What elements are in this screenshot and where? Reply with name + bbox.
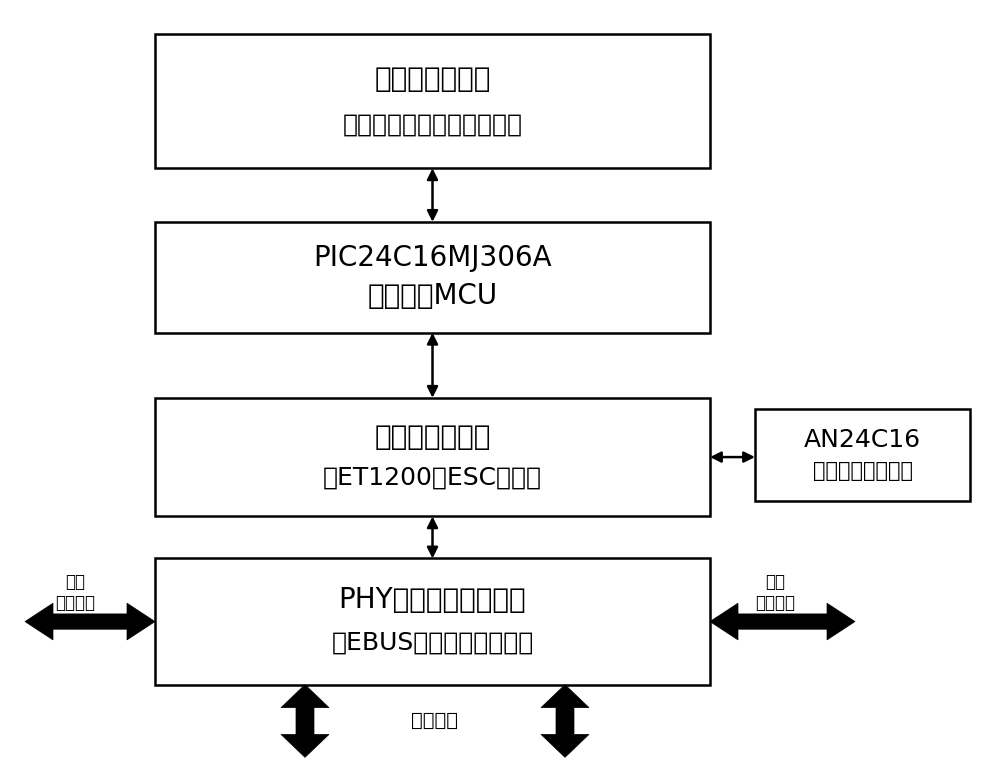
Text: PIC24C16MJ306A: PIC24C16MJ306A <box>313 245 552 272</box>
Text: 备用端口: 备用端口 <box>412 711 458 730</box>
Text: 和EBUS接口等物理层电路: 和EBUS接口等物理层电路 <box>331 631 534 655</box>
Text: PHY、网络隔离变压器: PHY、网络隔离变压器 <box>339 586 526 614</box>
Polygon shape <box>541 685 589 757</box>
Polygon shape <box>710 603 855 640</box>
Text: 应用层功能单元: 应用层功能单元 <box>374 64 491 93</box>
Text: （电机驱动、抱闸控制等）: （电机驱动、抱闸控制等） <box>342 112 522 136</box>
Bar <box>155 222 710 333</box>
Bar <box>155 398 710 516</box>
Text: 连接
上一节点: 连接 上一节点 <box>55 574 95 612</box>
Bar <box>155 558 710 685</box>
Text: 从站数据存储芯片: 从站数据存储芯片 <box>812 461 912 480</box>
Text: AN24C16: AN24C16 <box>804 428 921 451</box>
Text: 从站控制MCU: 从站控制MCU <box>367 282 498 310</box>
Polygon shape <box>25 603 155 640</box>
Bar <box>155 34 710 168</box>
Polygon shape <box>281 685 329 757</box>
Text: （ET1200等ESC芯片）: （ET1200等ESC芯片） <box>323 465 542 490</box>
Text: 数据链路层电路: 数据链路层电路 <box>374 423 491 451</box>
Bar <box>755 409 970 501</box>
Text: 连接
下一节点: 连接 下一节点 <box>755 574 795 612</box>
